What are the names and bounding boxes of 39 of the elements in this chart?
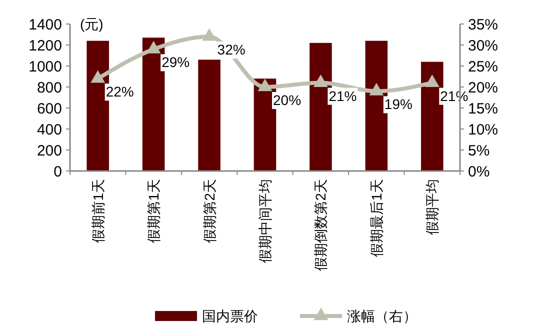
y-tick-label: 800 [36,79,62,96]
data-label: 29% [162,54,190,70]
data-label: 20% [273,92,302,108]
x-tick-label: 假期第2天 [201,179,218,243]
y2-tick-label: 0% [468,163,490,180]
point [314,74,328,87]
x-tick-label: 假期第1天 [146,179,162,243]
point [258,78,272,92]
y-tick-label: 1200 [28,37,62,54]
point [90,70,106,83]
y-tick-label: 1400 [28,16,62,34]
y2-tick-label: 25% [468,58,498,76]
point [424,74,440,87]
y2-tick-label: 30% [468,37,498,54]
x-tick-label: 假期前1天 [90,179,106,243]
y-tick-label: 0 [54,163,62,180]
point [369,82,384,96]
y-axis-title: (元) [80,16,104,32]
y2-tick-label: 20% [468,79,498,96]
x-tick-label: 假期平均 [424,179,440,235]
y-tick-label: 600 [36,100,62,118]
y2-tick-label: 15% [468,100,498,118]
y-tick-label: 200 [36,142,62,160]
y-tick-label: 400 [36,121,62,138]
legend-label: 国内票价 [202,308,258,324]
y2-tick-label: 5% [468,142,490,160]
y-tick-label: 1000 [28,58,62,76]
x-tick-label: 假期倒数第2天 [312,179,329,271]
data-label: 32% [217,42,246,58]
x-tick-label: 假期最后1天 [368,179,384,257]
y2-tick-label: 10% [468,121,498,138]
data-label: 21% [328,88,357,104]
bar [198,60,220,171]
legend-label: 涨幅（右） [347,308,417,324]
x-tick-label: 假期中间平均 [257,179,273,263]
point [202,28,216,41]
y2-tick-label: 35% [468,16,498,34]
data-label: 22% [106,84,134,100]
data-label: 19% [384,96,412,112]
